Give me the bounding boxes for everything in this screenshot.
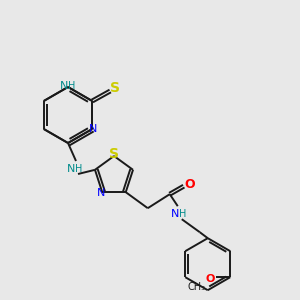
Text: H: H bbox=[179, 209, 186, 219]
Text: N: N bbox=[171, 209, 179, 219]
Text: O: O bbox=[206, 274, 215, 284]
Text: N: N bbox=[97, 188, 105, 198]
Text: S: S bbox=[110, 81, 120, 95]
Text: H: H bbox=[75, 164, 83, 174]
Text: H: H bbox=[68, 81, 76, 91]
Text: N: N bbox=[60, 81, 68, 91]
Text: CH₃: CH₃ bbox=[187, 282, 205, 292]
Text: N: N bbox=[67, 164, 75, 174]
Text: O: O bbox=[184, 178, 195, 191]
Text: S: S bbox=[109, 147, 119, 161]
Text: N: N bbox=[89, 124, 98, 134]
